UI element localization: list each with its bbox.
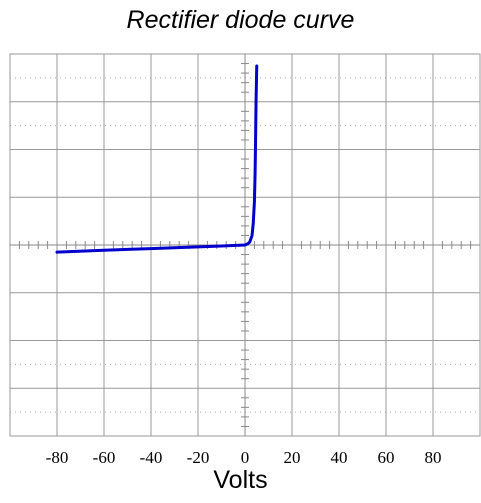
x-tick-label: 60 — [378, 448, 395, 467]
x-tick-label: 80 — [425, 448, 442, 467]
series-layer — [55, 64, 259, 254]
x-tick-labels: -80 -60 -40 -20 0 20 40 60 80 — [46, 448, 442, 467]
x-tick-label: -80 — [46, 448, 69, 467]
x-tick-label: 40 — [331, 448, 348, 467]
series-line-0 — [55, 64, 259, 254]
x-tick-label: 20 — [284, 448, 301, 467]
x-tick-label: 0 — [241, 448, 250, 467]
x-tick-label: -20 — [187, 448, 210, 467]
x-axis-label: Volts — [213, 466, 268, 494]
chart-title: Rectifier diode curve — [126, 6, 355, 34]
x-tick-label: -40 — [140, 448, 163, 467]
x-tick-label: -60 — [93, 448, 116, 467]
